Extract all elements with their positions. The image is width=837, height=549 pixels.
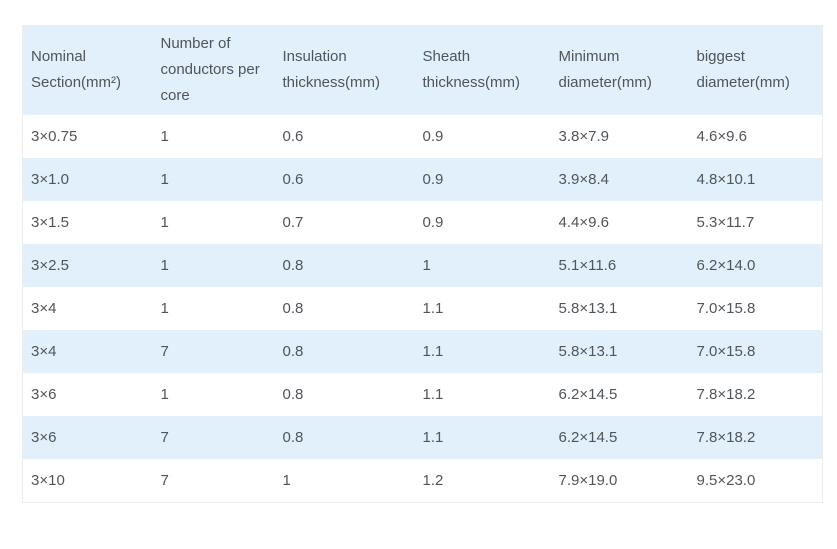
table-cell: 3.8×7.9 [550,115,689,158]
table-cell: 0.8 [274,330,415,373]
column-header-nominal-section: Nominal Section(mm²) [22,25,153,115]
table-cell: 3×1.5 [22,201,153,244]
table-cell: 3×2.5 [22,244,153,287]
table-cell: 1 [152,115,275,158]
table-cell: 4.6×9.6 [688,115,823,158]
table-cell: 0.6 [274,158,415,201]
table-cell: 5.3×11.7 [688,201,823,244]
table-row: 3×10 7 1 1.2 7.9×19.0 9.5×23.0 [22,459,823,502]
table-cell: 3×10 [22,459,153,502]
table-cell: 1 [152,158,275,201]
table-cell: 7 [152,330,275,373]
table-cell: 1.1 [414,373,551,416]
cable-spec-table-container: Nominal Section(mm²) Number of conductor… [22,25,823,503]
table-cell: 4.4×9.6 [550,201,689,244]
table-row: 3×4 1 0.8 1.1 5.8×13.1 7.0×15.8 [22,287,823,330]
table-cell: 7.8×18.2 [688,416,823,459]
table-cell: 7 [152,459,275,502]
column-header-sheath-thickness: Sheath thickness(mm) [414,25,551,115]
table-cell: 1 [152,287,275,330]
table-row: 3×2.5 1 0.8 1 5.1×11.6 6.2×14.0 [22,244,823,287]
table-cell: 1 [414,244,551,287]
table-cell: 3×4 [22,287,153,330]
table-cell: 3×4 [22,330,153,373]
table-body: 3×0.75 1 0.6 0.9 3.8×7.9 4.6×9.6 3×1.0 1… [22,115,823,502]
table-cell: 6.2×14.5 [550,373,689,416]
table-cell: 1.1 [414,287,551,330]
table-cell: 1.1 [414,330,551,373]
table-row: 3×6 1 0.8 1.1 6.2×14.5 7.8×18.2 [22,373,823,416]
table-cell: 3×1.0 [22,158,153,201]
table-cell: 0.8 [274,244,415,287]
table-cell: 1.2 [414,459,551,502]
table-cell: 0.8 [274,287,415,330]
column-header-minimum-diameter: Minimum diameter(mm) [550,25,689,115]
table-cell: 6.2×14.0 [688,244,823,287]
table-cell: 3×0.75 [22,115,153,158]
header-row: Nominal Section(mm²) Number of conductor… [22,25,823,115]
table-cell: 3×6 [22,373,153,416]
table-cell: 0.8 [274,373,415,416]
table-cell: 5.1×11.6 [550,244,689,287]
cable-spec-table: Nominal Section(mm²) Number of conductor… [22,25,823,503]
table-cell: 0.6 [274,115,415,158]
table-row: 3×4 7 0.8 1.1 5.8×13.1 7.0×15.8 [22,330,823,373]
table-cell: 9.5×23.0 [688,459,823,502]
table-cell: 0.9 [414,115,551,158]
column-header-conductors-per-core: Number of conductors per core [152,25,275,115]
table-cell: 7 [152,416,275,459]
table-cell: 1 [152,244,275,287]
table-header: Nominal Section(mm²) Number of conductor… [22,25,823,115]
table-cell: 3×6 [22,416,153,459]
column-header-insulation-thickness: Insulation thickness(mm) [274,25,415,115]
table-cell: 5.8×13.1 [550,330,689,373]
table-cell: 7.8×18.2 [688,373,823,416]
table-cell: 0.8 [274,416,415,459]
table-cell: 0.7 [274,201,415,244]
table-cell: 7.0×15.8 [688,330,823,373]
table-cell: 1 [152,373,275,416]
table-cell: 5.8×13.1 [550,287,689,330]
table-row: 3×0.75 1 0.6 0.9 3.8×7.9 4.6×9.6 [22,115,823,158]
table-cell: 7.0×15.8 [688,287,823,330]
table-cell: 7.9×19.0 [550,459,689,502]
table-row: 3×1.5 1 0.7 0.9 4.4×9.6 5.3×11.7 [22,201,823,244]
table-cell: 3.9×8.4 [550,158,689,201]
column-header-biggest-diameter: biggest diameter(mm) [688,25,823,115]
table-cell: 0.9 [414,201,551,244]
table-cell: 0.9 [414,158,551,201]
table-cell: 6.2×14.5 [550,416,689,459]
table-row: 3×1.0 1 0.6 0.9 3.9×8.4 4.8×10.1 [22,158,823,201]
table-cell: 1 [274,459,415,502]
table-row: 3×6 7 0.8 1.1 6.2×14.5 7.8×18.2 [22,416,823,459]
table-cell: 1.1 [414,416,551,459]
table-cell: 4.8×10.1 [688,158,823,201]
table-cell: 1 [152,201,275,244]
